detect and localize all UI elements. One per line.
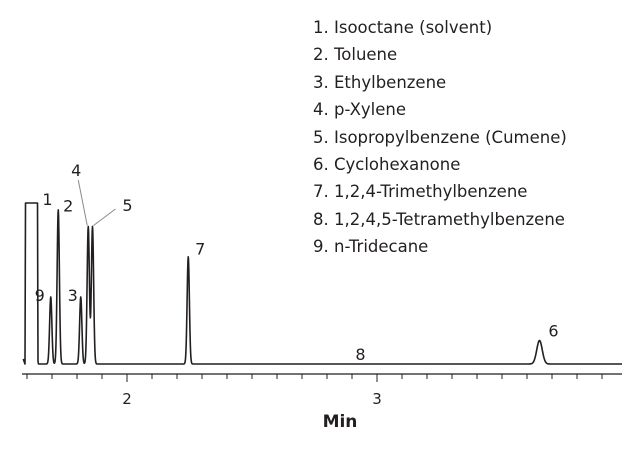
peak-label-3: 3	[68, 286, 78, 305]
legend-entry-4: 4. p-Xylene	[313, 100, 407, 120]
legend-entry-3: 3. Ethylbenzene	[313, 72, 447, 92]
trace-group	[22, 202, 623, 365]
peak-label-5: 5	[122, 196, 132, 215]
legend-entry-2: 2. Toluene	[313, 45, 398, 65]
chromatogram-trace	[22, 202, 623, 365]
legend-entry-8: 8. 1,2,4,5-Tetramethylbenzene	[313, 209, 565, 229]
peak-label-1: 1	[42, 190, 52, 209]
legend: 1. Isooctane (solvent) 2. Toluene 3. Eth…	[313, 14, 567, 261]
legend-entry-5: 5. Isopropylbenzene (Cumene)	[313, 127, 567, 147]
x-tick-label: 3	[372, 390, 382, 408]
peak-label-7: 7	[195, 240, 205, 259]
peak-label-4: 4	[71, 161, 81, 180]
peak-label-2: 2	[63, 197, 73, 216]
legend-entry-6: 6. Cyclohexanone	[313, 155, 461, 175]
peak-labels: 1 9 2 3 7 8 6 4 5	[35, 161, 559, 364]
callout-line-4	[77, 179, 88, 226]
peak-label-8: 8	[355, 345, 365, 364]
peak-label-6: 6	[548, 322, 558, 341]
peak-label-9: 9	[35, 286, 45, 305]
legend-entry-9: 9. n-Tridecane	[313, 237, 429, 257]
legend-entry-7: 7. 1,2,4-Trimethylbenzene	[313, 182, 528, 202]
x-tick-label: 2	[122, 390, 132, 408]
x-axis-title: Min	[322, 412, 358, 432]
legend-entry-1: 1. Isooctane (solvent)	[313, 18, 493, 37]
callout-line-5	[93, 208, 116, 226]
